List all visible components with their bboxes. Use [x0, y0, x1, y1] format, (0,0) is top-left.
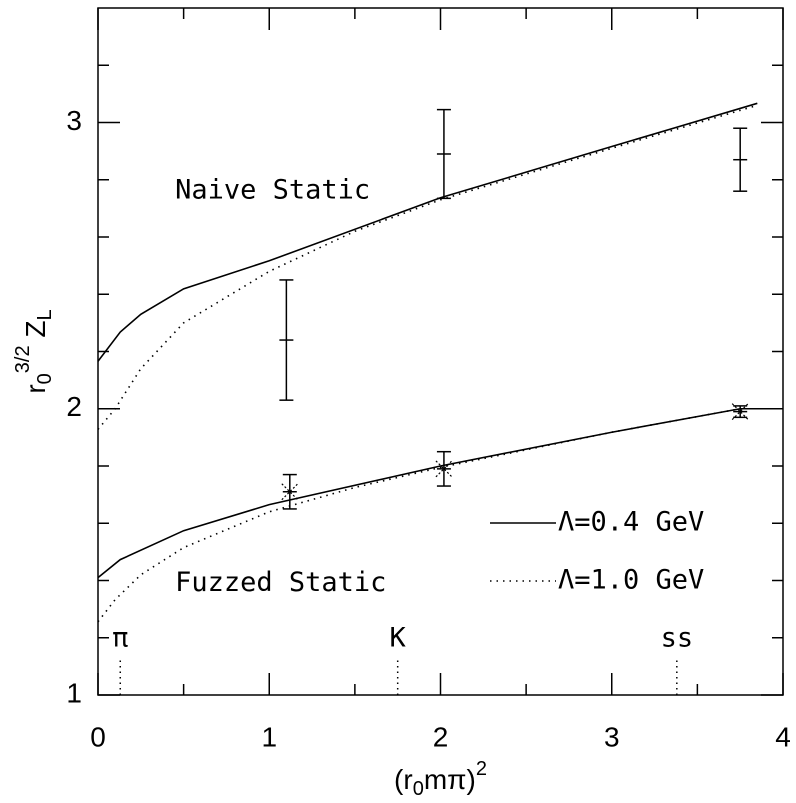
marker-label: ss [661, 623, 694, 654]
x-tick-label: 0 [90, 721, 106, 752]
annotation: Fuzzed Static [175, 567, 386, 598]
x-label-part: m [424, 764, 447, 795]
y-tick-label: 3 [66, 105, 82, 136]
data-point [281, 473, 299, 510]
x-label-part: (r [394, 764, 413, 795]
marker-label: π [112, 623, 128, 654]
x-tick-label: 4 [775, 721, 791, 752]
x-tick-label: 1 [261, 721, 277, 752]
y-tick-label: 2 [66, 391, 82, 422]
y-axis-label: r03/2 ZL [12, 309, 56, 393]
data-point [436, 108, 451, 200]
y-label-part: 3/2 [12, 345, 34, 373]
legend-label: Λ=1.0 GeV [558, 565, 704, 596]
x-tick-label: 2 [433, 721, 449, 752]
x-label-part: ) [466, 764, 475, 795]
data-point [279, 279, 294, 401]
x-tick-label: 3 [604, 721, 620, 752]
y-tick-label: 1 [66, 677, 82, 708]
curve [97, 102, 758, 362]
curve [97, 407, 741, 623]
marker-label: K [390, 623, 407, 654]
y-label-part: r [20, 384, 51, 393]
x-label-part: 0 [413, 778, 424, 800]
data-point [733, 127, 748, 192]
annotation: Naive Static [175, 175, 370, 206]
y-label-part: 0 [34, 373, 56, 384]
data-point [435, 450, 453, 487]
x-axis-label: (r0mπ)2 [394, 758, 487, 800]
x-label-part: π [447, 764, 466, 795]
x-label-part: 2 [476, 758, 487, 780]
y-label-part: L [34, 309, 56, 320]
curve [97, 407, 783, 579]
y-label-part: Z [20, 320, 51, 345]
legend-label: Λ=0.4 GeV [558, 507, 704, 538]
curve [97, 104, 758, 430]
data-point [731, 403, 749, 421]
